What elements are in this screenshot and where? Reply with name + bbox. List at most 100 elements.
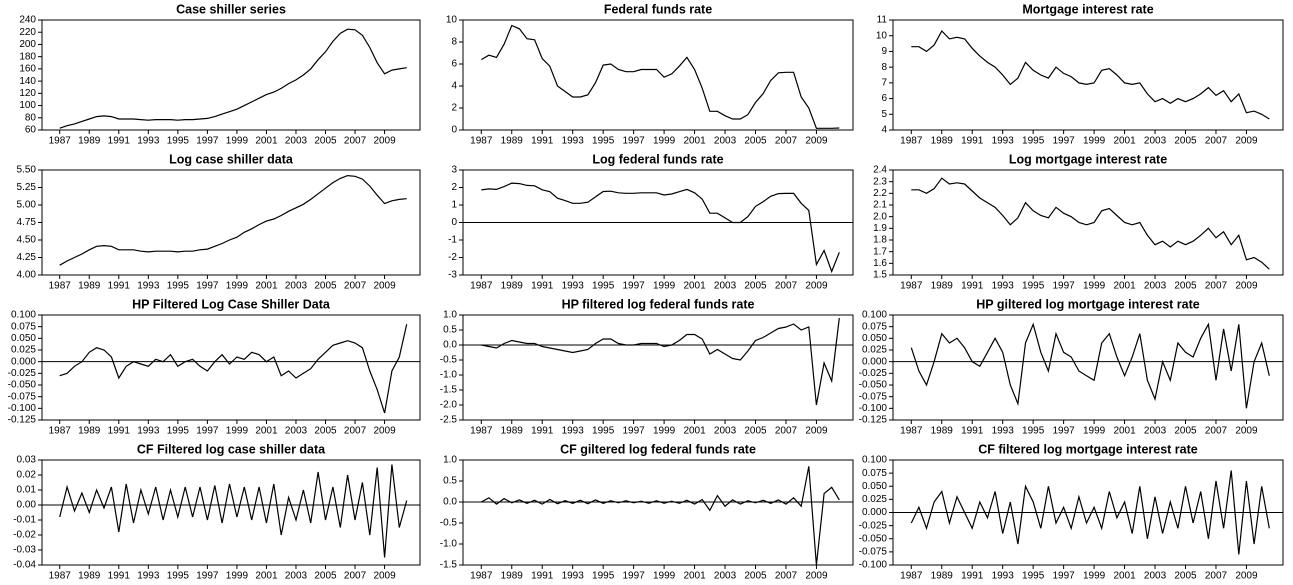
y-tick-label: -0.125: [859, 415, 888, 426]
x-tick-label: 2001: [255, 136, 278, 147]
series-line: [910, 470, 1270, 555]
y-tick-label: 2.3: [873, 176, 887, 187]
y-tick-label: -3: [448, 270, 457, 281]
x-tick-label: 1987: [49, 426, 72, 437]
x-tick-label: 1991: [108, 281, 131, 292]
plot-frame: [41, 19, 421, 131]
series-line: [59, 28, 407, 129]
y-tick-label: -0.100: [859, 403, 888, 414]
x-tick-label: 2001: [683, 571, 706, 582]
y-tick-label: 0.000: [862, 356, 887, 367]
y-tick-label: -1.0: [440, 370, 458, 381]
y-tick-label: 1.0: [443, 310, 457, 321]
y-tick-label: -0.125: [8, 415, 37, 426]
y-tick-label: 0.000: [11, 356, 36, 367]
x-tick-label: 2009: [805, 136, 828, 147]
panel-title: Case shiller series: [176, 2, 286, 16]
x-tick-label: 1987: [470, 426, 493, 437]
x-tick-label: 1995: [1022, 426, 1045, 437]
panel-title: HP filtered log federal funds rate: [562, 297, 755, 311]
x-tick-label: 1989: [78, 426, 101, 437]
x-tick-label: 1999: [226, 136, 249, 147]
x-tick-label: 1995: [167, 136, 190, 147]
y-tick-label: 0.050: [862, 481, 887, 492]
x-tick-label: 1997: [1053, 571, 1076, 582]
y-tick-label: 0.075: [11, 321, 36, 332]
x-tick-label: 1991: [531, 281, 554, 292]
y-tick-label: 1.0: [443, 455, 457, 466]
y-tick-label: 160: [19, 64, 36, 75]
y-tick-label: 0.025: [862, 494, 887, 505]
x-tick-label: 1991: [961, 426, 984, 437]
x-tick-label: 1987: [470, 281, 493, 292]
x-tick-label: 1997: [1053, 136, 1076, 147]
plot-frame: [41, 169, 421, 276]
x-tick-label: 2009: [1235, 571, 1258, 582]
x-tick-label: 1987: [900, 281, 923, 292]
x-tick-label: 1999: [653, 426, 676, 437]
x-tick-label: 1991: [108, 571, 131, 582]
y-tick-label: 3: [451, 165, 457, 176]
x-tick-label: 1997: [623, 426, 646, 437]
x-tick-label: 2001: [683, 426, 706, 437]
series-line: [59, 174, 407, 266]
x-tick-label: 1991: [961, 281, 984, 292]
x-tick-label: 1995: [167, 426, 190, 437]
y-tick-label: -0.075: [859, 391, 888, 402]
x-tick-label: 1999: [226, 281, 249, 292]
y-tick-label: 5.50: [17, 165, 37, 176]
panel-title: CF giltered log federal funds rate: [560, 442, 756, 456]
panel-title: Federal funds rate: [604, 2, 712, 16]
x-tick-label: 1999: [653, 281, 676, 292]
y-tick-label: 6: [451, 59, 457, 70]
y-tick-label: 4: [451, 81, 457, 92]
x-tick-label: 1995: [1022, 136, 1045, 147]
x-tick-label: 2003: [1144, 571, 1167, 582]
x-tick-label: 2007: [775, 281, 798, 292]
x-tick-label: 2009: [805, 281, 828, 292]
x-tick-label: 1995: [1022, 281, 1045, 292]
y-tick-label: 120: [19, 88, 36, 99]
y-tick-label: 0.050: [862, 333, 887, 344]
panel-title: Mortgage interest rate: [1022, 2, 1153, 16]
x-tick-label: 1997: [623, 136, 646, 147]
y-tick-label: 180: [19, 51, 36, 62]
x-tick-label: 1989: [501, 136, 524, 147]
x-tick-label: 1993: [992, 426, 1015, 437]
x-tick-label: 1993: [137, 571, 160, 582]
x-tick-label: 2007: [775, 426, 798, 437]
x-tick-label: 2007: [1205, 571, 1228, 582]
x-tick-label: 1989: [501, 426, 524, 437]
y-tick-label: -0.050: [859, 533, 888, 544]
x-tick-label: 1991: [108, 136, 131, 147]
x-tick-label: 1993: [562, 281, 585, 292]
plot-frame: [892, 169, 1284, 276]
y-tick-label: 0.100: [862, 455, 887, 466]
y-tick-label: -0.03: [13, 545, 36, 556]
x-tick-label: 2005: [1174, 571, 1197, 582]
y-tick-label: -0.025: [8, 368, 37, 379]
x-tick-label: 1991: [531, 136, 554, 147]
y-tick-label: 2: [451, 182, 457, 193]
x-tick-label: 1997: [196, 136, 219, 147]
x-tick-label: 1997: [196, 571, 219, 582]
series-line: [911, 177, 1270, 270]
y-tick-label: 240: [19, 15, 36, 26]
plot-frame: [462, 459, 854, 566]
x-tick-label: 2001: [255, 571, 278, 582]
y-tick-label: -0.050: [8, 380, 37, 391]
y-tick-label: -0.02: [13, 530, 36, 541]
x-tick-label: 2007: [1205, 426, 1228, 437]
x-tick-label: 2001: [683, 136, 706, 147]
x-tick-label: 2005: [314, 571, 337, 582]
y-tick-label: -0.025: [859, 520, 888, 531]
panel-title: CF Filtered log case shiller data: [137, 442, 326, 456]
x-tick-label: 2009: [1235, 136, 1258, 147]
x-tick-label: 1987: [470, 136, 493, 147]
y-tick-label: 2.4: [873, 165, 887, 176]
y-tick-label: -0.025: [859, 368, 888, 379]
panel-title: CF filtered log mortgage interest rate: [978, 442, 1198, 456]
panel-title: HP Filtered Log Case Shiller Data: [132, 297, 331, 311]
y-tick-label: 4: [881, 125, 887, 136]
series-line: [481, 466, 840, 566]
